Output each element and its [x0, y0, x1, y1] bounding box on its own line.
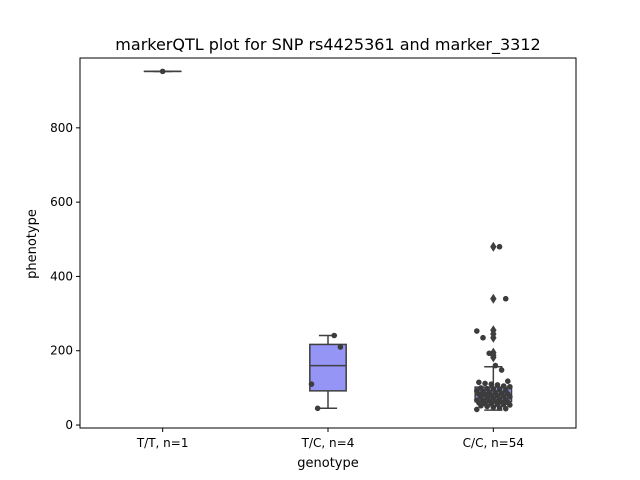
x-tick-label: T/T, n=1	[136, 436, 189, 450]
y-tick-label: 200	[50, 344, 73, 358]
x-tick-label: T/C, n=4	[301, 436, 355, 450]
outlier-marker	[490, 293, 497, 304]
data-point	[505, 378, 511, 384]
data-point	[484, 403, 490, 410]
data-point	[502, 405, 509, 412]
data-point	[480, 334, 486, 341]
data-point	[496, 405, 503, 411]
y-axis-label: phenotype	[25, 209, 40, 279]
data-point	[507, 393, 513, 400]
y-tick-label: 800	[50, 121, 73, 135]
outlier-marker	[490, 352, 497, 363]
data-point	[496, 243, 503, 250]
data-point	[500, 383, 507, 389]
data-point	[507, 383, 513, 390]
x-axis-label: genotype	[297, 456, 358, 471]
data-point	[502, 295, 509, 302]
data-point	[314, 405, 321, 412]
data-point	[490, 404, 497, 410]
y-tick-label: 400	[50, 269, 73, 283]
y-tick-label: 0	[65, 418, 73, 432]
data-point	[482, 380, 488, 387]
data-point	[476, 379, 482, 386]
x-tick-label: C/C, n=54	[463, 436, 524, 450]
data-point	[486, 350, 493, 357]
data-point	[492, 362, 499, 369]
data-point	[308, 381, 315, 387]
y-tick-label: 600	[50, 195, 73, 209]
data-point	[488, 381, 495, 387]
data-point	[159, 68, 166, 75]
outlier-marker	[490, 241, 497, 252]
data-point	[498, 367, 505, 373]
data-point	[337, 344, 344, 350]
data-point	[507, 402, 513, 408]
data-point	[331, 332, 338, 339]
outlier-marker	[490, 332, 497, 343]
data-point	[478, 402, 484, 409]
data-point	[494, 382, 501, 388]
box-iqr	[309, 343, 347, 392]
chart-title: markerQTL plot for SNP rs4425361 and mar…	[115, 35, 540, 55]
data-point	[474, 328, 480, 334]
data-point	[474, 406, 480, 413]
